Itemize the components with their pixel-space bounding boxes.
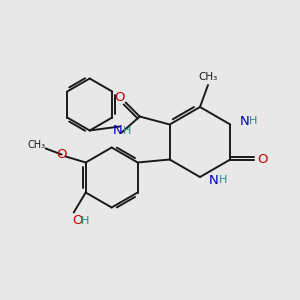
Text: H: H <box>122 125 131 136</box>
Text: O: O <box>56 148 67 161</box>
Text: O: O <box>114 91 125 104</box>
Text: H: H <box>249 116 257 127</box>
Text: O: O <box>257 153 268 166</box>
Text: O: O <box>73 214 83 227</box>
Text: H: H <box>219 175 227 185</box>
Text: H: H <box>80 215 89 226</box>
Text: N: N <box>239 115 249 128</box>
Text: N: N <box>113 124 123 137</box>
Text: CH₃: CH₃ <box>28 140 46 151</box>
Text: CH₃: CH₃ <box>198 72 218 82</box>
Text: N: N <box>209 173 219 187</box>
